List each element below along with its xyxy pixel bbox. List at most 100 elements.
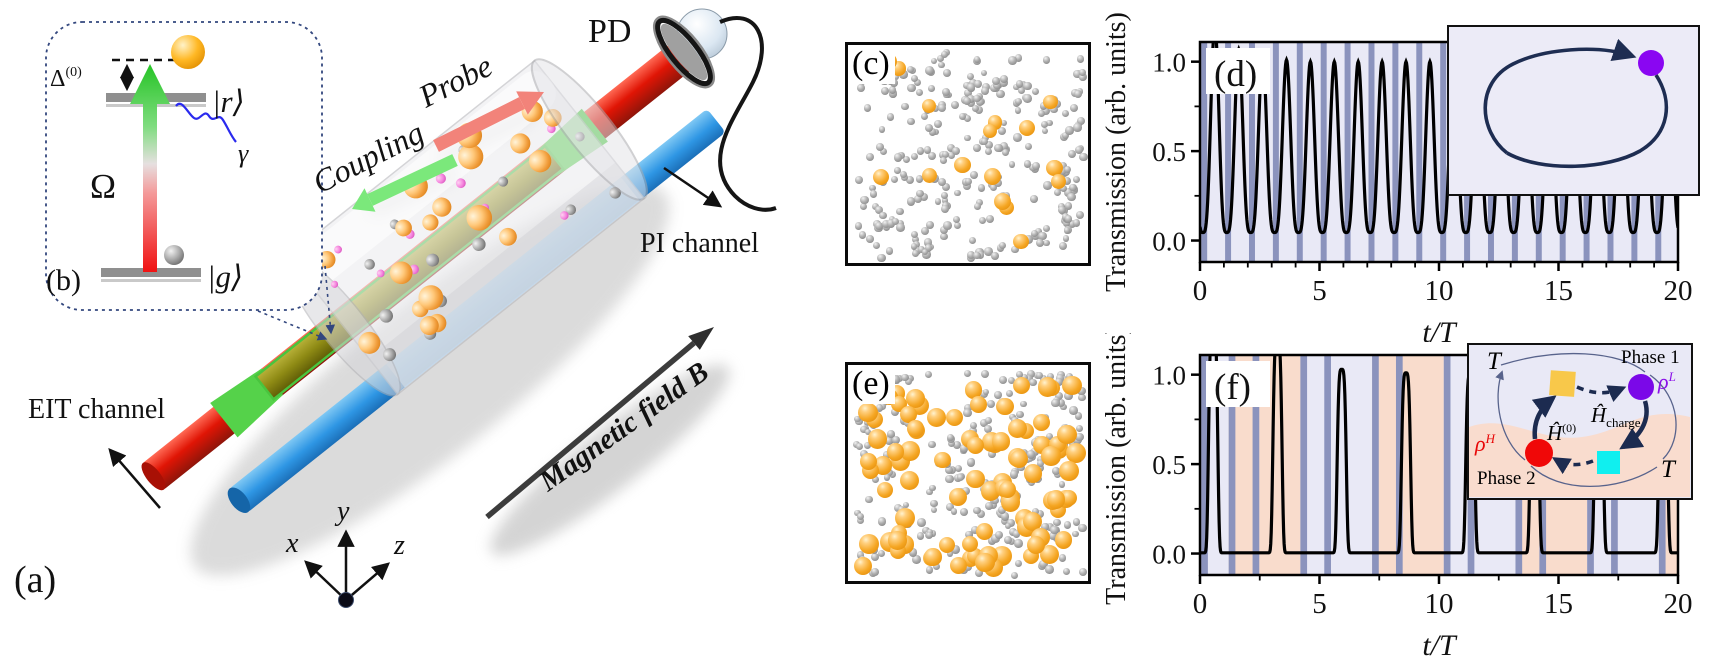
gray-atom <box>928 440 936 449</box>
gray-atom <box>1024 374 1033 384</box>
gray-atom <box>982 388 990 396</box>
gray-atom <box>1014 107 1022 114</box>
gray-atom <box>1078 567 1087 576</box>
gray-atom <box>1002 149 1010 157</box>
orange-rydberg-atom <box>499 227 517 246</box>
limit-cycle-loop-return <box>1506 74 1669 169</box>
gray-atom <box>938 104 947 113</box>
gray-atom <box>1072 530 1080 538</box>
gray-atom <box>983 425 992 434</box>
orange-atom <box>934 451 951 469</box>
ground-atom-sphere <box>164 245 184 265</box>
gray-atom <box>928 85 935 92</box>
rydberg-atom-sphere <box>171 35 205 69</box>
limit-cycle-loop <box>1483 38 1637 155</box>
orange-atom <box>858 402 879 423</box>
gray-atom <box>854 222 863 230</box>
gray-atom <box>1078 523 1087 532</box>
gray-atom <box>901 103 909 111</box>
orange-atom <box>1023 464 1043 484</box>
gray-atom <box>1045 565 1054 574</box>
gray-atom <box>985 141 994 150</box>
gray-atom <box>1045 522 1054 531</box>
gray-atom <box>999 142 1009 151</box>
y-tick-label: 0.5 <box>1152 137 1186 167</box>
gray-atom <box>1008 377 1016 385</box>
x-tick-label: 10 <box>1425 275 1454 307</box>
gray-atom <box>901 373 909 382</box>
gray-atom <box>1058 554 1067 562</box>
gray-atom <box>942 201 949 209</box>
gray-atom <box>1008 56 1017 65</box>
y-tick-label: 0.5 <box>1152 450 1186 480</box>
gray-atom <box>994 390 1002 399</box>
x-tick-label: 15 <box>1544 275 1573 307</box>
gray-atom <box>1072 518 1081 526</box>
orange-rydberg-atom <box>419 316 439 336</box>
gray-atom <box>981 138 989 146</box>
gray-atom <box>941 192 949 199</box>
pi-channel-arrow <box>663 166 723 208</box>
gray-atom <box>896 223 905 232</box>
gray-atom <box>1050 525 1059 535</box>
gray-atom <box>966 83 976 93</box>
state-g-label: |g⟩ <box>207 259 243 294</box>
x-tick-label: 20 <box>1664 588 1693 620</box>
gray-atom <box>925 566 934 574</box>
gray-atom <box>965 177 973 185</box>
gray-atom <box>942 221 952 231</box>
gray-atom <box>912 235 919 243</box>
gray-atom <box>1065 126 1074 135</box>
purple-circle-state <box>1628 374 1654 400</box>
phase-cycle-inset: T Phase 1 ρL Ĥcharge Ĥ(0) ρH Phase 2 T <box>1467 343 1693 500</box>
gray-atom <box>1075 210 1085 220</box>
gray-atom <box>868 184 876 192</box>
orange-atom <box>1032 414 1050 432</box>
orange-atom <box>899 470 920 490</box>
gray-atom <box>1064 202 1073 210</box>
drive-period-stripe <box>1300 355 1308 575</box>
gray-atom <box>969 79 977 87</box>
gray-atom <box>1016 410 1024 419</box>
gray-atom <box>980 69 988 77</box>
gray-atom <box>993 81 1001 90</box>
gray-atom <box>857 84 865 92</box>
gray-atom <box>1051 398 1060 408</box>
panel-label-backing <box>1206 48 1270 94</box>
panel-e-atom-snapshot: (e) <box>845 362 1091 584</box>
gray-atom <box>998 126 1007 135</box>
gray-atom <box>875 404 884 412</box>
gray-atom <box>1035 228 1042 235</box>
drive-period-stripe <box>1344 42 1351 262</box>
gray-atom <box>913 79 921 87</box>
gray-atom <box>1058 168 1066 176</box>
gray-atom <box>962 96 972 105</box>
gray-atom <box>1054 391 1063 400</box>
axis-y-label: y <box>334 496 350 527</box>
orange-atom <box>991 432 1010 451</box>
gray-atom <box>856 516 864 524</box>
orange-atom <box>969 395 987 413</box>
gray-atom <box>882 219 891 228</box>
gray-atom <box>911 153 919 161</box>
gray-atom <box>1072 175 1080 183</box>
gray-atom <box>860 425 869 434</box>
x-tick-label: 5 <box>1312 275 1327 307</box>
x-tick-label: 0 <box>1193 275 1208 307</box>
orange-atom <box>961 535 979 552</box>
gray-atom <box>1000 75 1009 83</box>
gray-atom <box>966 98 976 108</box>
gray-atom <box>1026 370 1035 378</box>
x-tick-label: 20 <box>1664 275 1693 307</box>
x-axis-label: t/T <box>1422 316 1458 342</box>
gray-atom <box>859 202 867 210</box>
panel-b-label: (b) <box>46 264 81 297</box>
gray-atom <box>1009 413 1017 421</box>
gray-atom <box>1063 165 1072 174</box>
orange-atom <box>1010 450 1028 469</box>
gray-atom <box>1037 459 1045 467</box>
gray-atom <box>1039 559 1048 568</box>
gray-atom <box>893 153 903 162</box>
gray-atom <box>998 375 1008 384</box>
gray-atom <box>927 152 936 161</box>
